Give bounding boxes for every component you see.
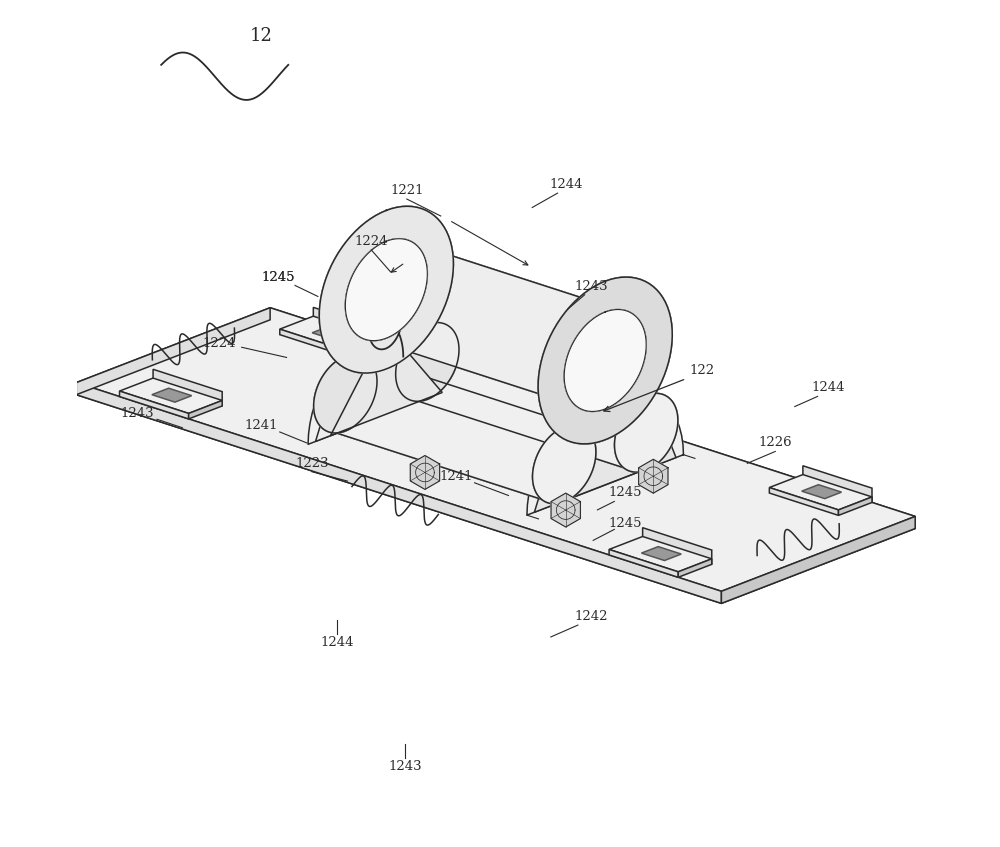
Polygon shape: [375, 239, 618, 412]
Polygon shape: [396, 323, 459, 401]
Text: 1226: 1226: [758, 436, 792, 450]
Polygon shape: [769, 474, 872, 510]
Text: 122: 122: [689, 364, 714, 378]
Polygon shape: [678, 559, 712, 578]
Polygon shape: [76, 320, 915, 603]
Polygon shape: [336, 354, 574, 504]
Text: 1223: 1223: [295, 457, 329, 470]
Polygon shape: [152, 388, 192, 402]
Polygon shape: [76, 307, 915, 591]
Text: 1241: 1241: [244, 418, 278, 432]
Text: 1224: 1224: [355, 235, 388, 248]
Polygon shape: [551, 493, 580, 527]
Text: 1245: 1245: [609, 517, 642, 530]
Polygon shape: [838, 497, 872, 515]
Polygon shape: [641, 546, 681, 561]
Polygon shape: [553, 420, 657, 505]
Polygon shape: [189, 401, 222, 419]
Text: 1244: 1244: [812, 381, 845, 395]
Text: 1243: 1243: [575, 280, 608, 293]
Polygon shape: [609, 536, 712, 572]
Polygon shape: [280, 316, 382, 352]
Polygon shape: [120, 391, 189, 419]
Polygon shape: [410, 456, 440, 490]
Polygon shape: [538, 277, 672, 444]
Polygon shape: [643, 528, 712, 564]
Polygon shape: [564, 309, 646, 412]
Polygon shape: [314, 354, 377, 433]
Polygon shape: [270, 307, 915, 529]
Polygon shape: [153, 369, 222, 406]
Text: 12: 12: [250, 26, 273, 45]
Polygon shape: [769, 488, 838, 515]
Text: 1243: 1243: [121, 407, 154, 420]
Polygon shape: [314, 354, 377, 433]
Polygon shape: [316, 302, 457, 441]
Text: 1243: 1243: [388, 760, 422, 773]
Polygon shape: [534, 373, 676, 512]
Polygon shape: [319, 207, 453, 373]
Polygon shape: [533, 425, 596, 504]
Polygon shape: [319, 207, 453, 373]
Polygon shape: [564, 309, 646, 412]
Polygon shape: [336, 354, 574, 504]
Polygon shape: [349, 339, 382, 357]
Polygon shape: [639, 459, 668, 493]
Polygon shape: [313, 307, 382, 344]
Polygon shape: [609, 550, 678, 578]
Polygon shape: [533, 425, 596, 504]
Text: 1244: 1244: [549, 178, 583, 191]
Polygon shape: [615, 393, 678, 472]
Polygon shape: [280, 329, 349, 357]
Text: 1242: 1242: [575, 610, 608, 623]
Polygon shape: [538, 277, 672, 444]
Polygon shape: [615, 393, 678, 472]
Text: 1245: 1245: [261, 271, 295, 285]
Polygon shape: [345, 239, 427, 340]
Polygon shape: [330, 327, 442, 435]
Polygon shape: [334, 349, 439, 435]
Polygon shape: [418, 323, 656, 472]
Polygon shape: [345, 239, 427, 340]
Polygon shape: [418, 323, 656, 472]
Polygon shape: [396, 323, 459, 401]
Polygon shape: [308, 317, 465, 445]
Text: 1245: 1245: [609, 486, 642, 500]
Text: 1241: 1241: [439, 469, 473, 483]
Polygon shape: [564, 309, 646, 412]
Polygon shape: [312, 326, 352, 340]
Polygon shape: [76, 307, 270, 395]
Polygon shape: [564, 309, 646, 412]
Text: 1221: 1221: [390, 184, 424, 197]
Polygon shape: [120, 378, 222, 413]
Polygon shape: [76, 383, 721, 603]
Text: 1245: 1245: [261, 271, 295, 285]
Polygon shape: [345, 239, 427, 340]
Polygon shape: [721, 517, 915, 603]
Polygon shape: [345, 239, 427, 340]
Polygon shape: [803, 466, 872, 502]
Polygon shape: [802, 484, 842, 499]
Polygon shape: [375, 239, 618, 412]
Text: 1224: 1224: [202, 336, 236, 350]
Polygon shape: [527, 388, 683, 515]
Text: 1244: 1244: [321, 635, 354, 649]
